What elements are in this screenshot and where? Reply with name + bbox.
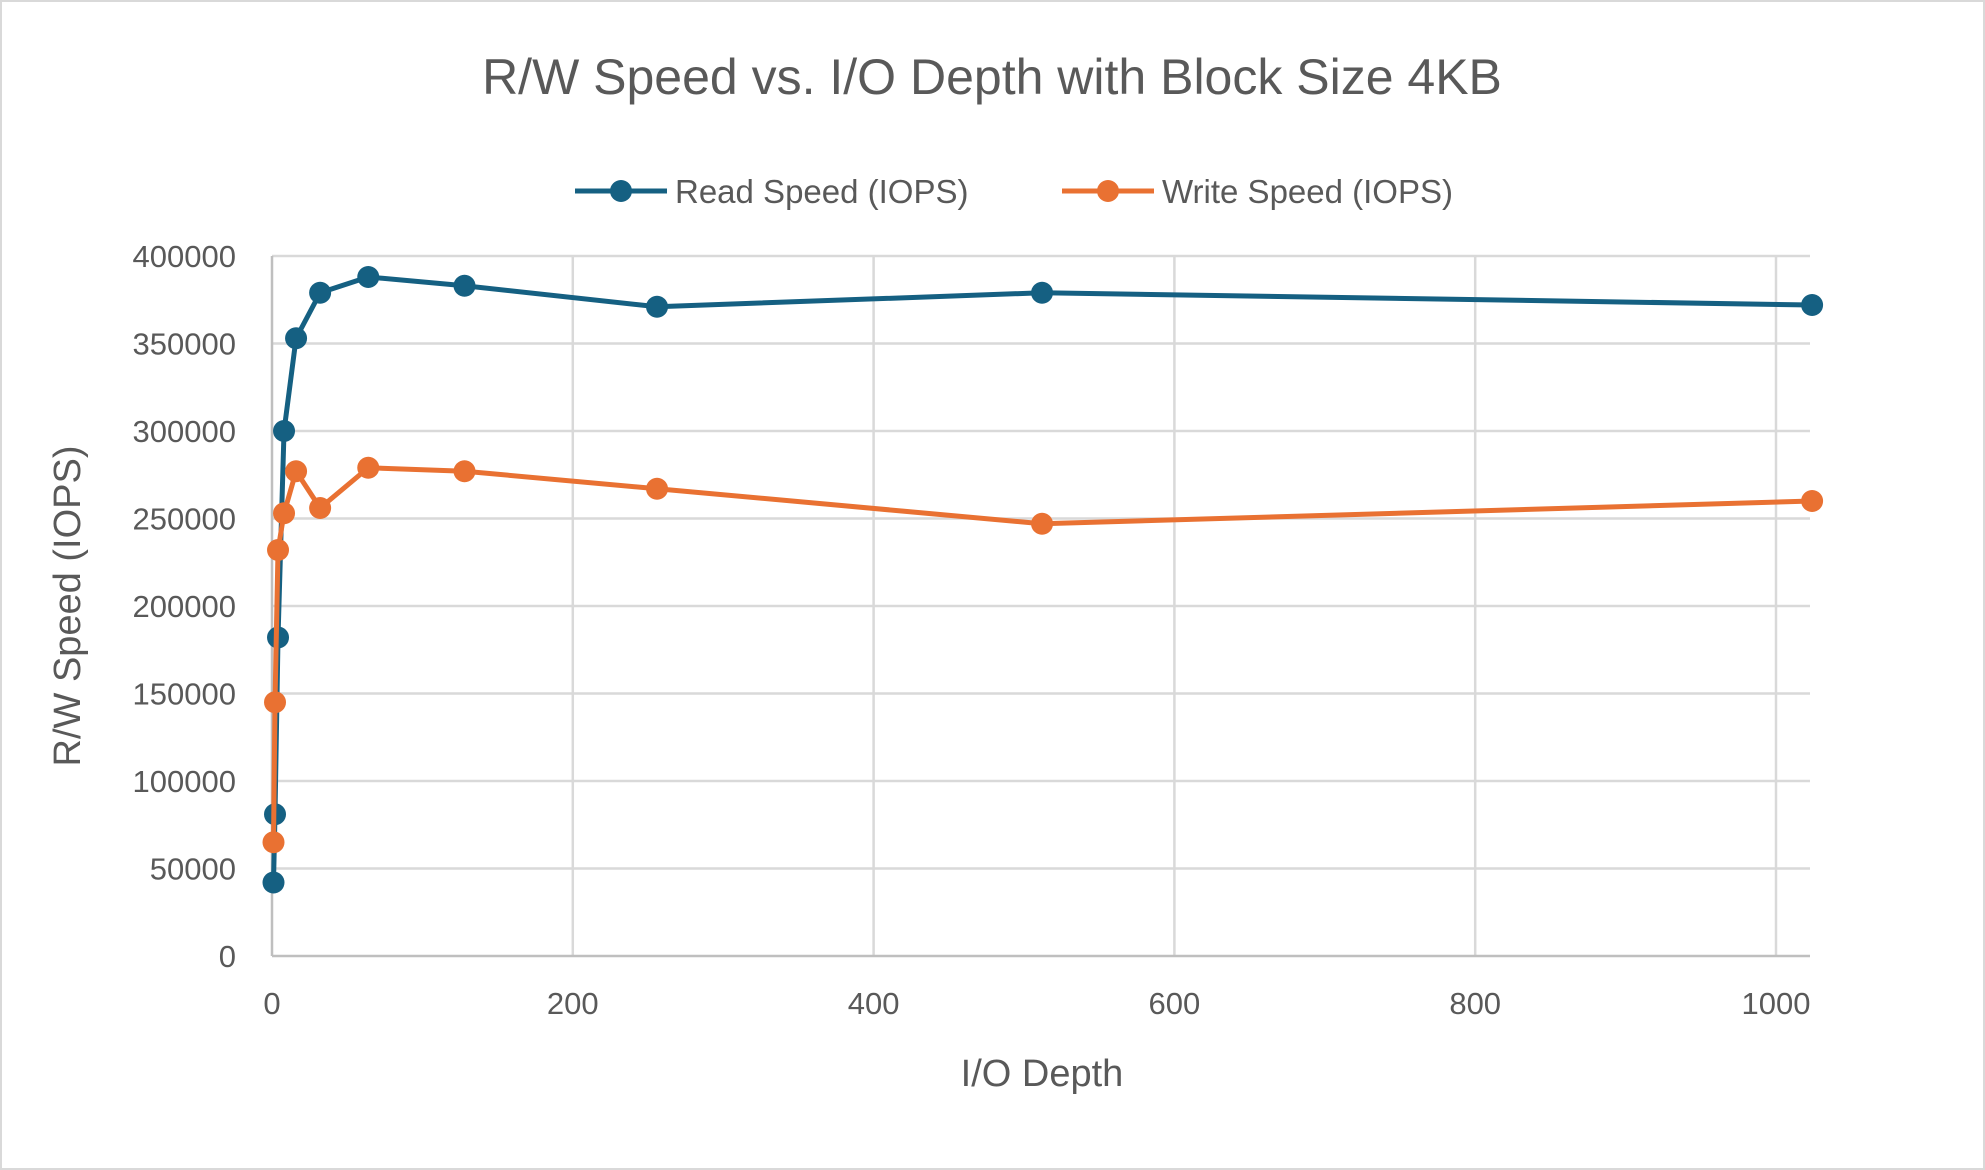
legend-marker-write (1097, 180, 1119, 202)
y-tick-label: 350000 (133, 327, 236, 362)
x-tick-label: 0 (263, 986, 280, 1021)
gridlines (272, 254, 1810, 956)
x-axis-title: I/O Depth (961, 1053, 1124, 1095)
y-tick-label: 150000 (133, 677, 236, 712)
y-tick-label: 100000 (133, 764, 236, 799)
y-axis-title: R/W Speed (IOPS) (47, 446, 89, 767)
data-point-write (285, 460, 308, 483)
data-point-write (1031, 512, 1054, 535)
data-point-read (262, 871, 285, 894)
y-tick-label: 300000 (133, 414, 236, 449)
data-point-write (453, 460, 476, 483)
data-point-read (646, 295, 669, 318)
legend-label-write: Write Speed (IOPS) (1162, 173, 1453, 210)
y-tick-label: 0 (219, 939, 236, 974)
y-tick-label: 50000 (150, 852, 236, 887)
data-point-write (309, 497, 332, 519)
data-point-write (273, 502, 296, 525)
chart-title: R/W Speed vs. I/O Depth with Block Size … (482, 49, 1502, 105)
x-tick-label: 200 (547, 986, 599, 1021)
x-tick-label: 600 (1149, 986, 1201, 1021)
y-tick-label: 200000 (133, 589, 236, 624)
y-tick-label: 250000 (133, 502, 236, 537)
x-tick-label: 400 (848, 986, 900, 1021)
data-point-write (646, 477, 669, 500)
series-layer (262, 266, 1824, 894)
data-point-read (1801, 294, 1824, 316)
data-point-read (357, 266, 380, 288)
legend-label-read: Read Speed (IOPS) (675, 173, 969, 210)
data-point-write (1801, 490, 1824, 512)
x-tick-label: 800 (1449, 986, 1501, 1021)
data-point-write (264, 691, 287, 714)
data-point-read (309, 281, 332, 304)
legend-marker-read (610, 180, 632, 202)
data-point-write (262, 831, 285, 854)
axes: 0 50000 100000 150000 200000 250000 300000 3500… (133, 239, 1811, 1021)
x-tick-label: 1000 (1742, 986, 1811, 1021)
data-point-read (273, 420, 296, 442)
data-point-read (453, 274, 476, 297)
legend: Read Speed (IOPS) Write Speed (IOPS) (575, 173, 1453, 210)
data-point-read (285, 327, 308, 350)
y-tick-label: 400000 (133, 239, 236, 274)
data-point-write (357, 456, 380, 479)
data-point-write (267, 539, 290, 561)
data-point-read (1031, 281, 1054, 304)
